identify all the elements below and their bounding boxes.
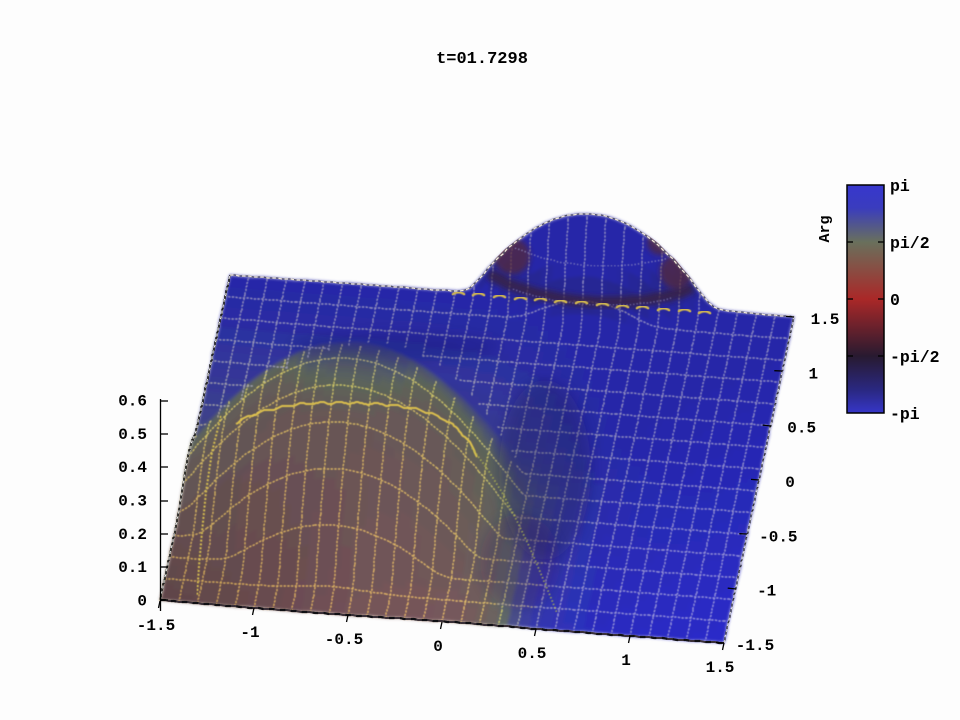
svg-text:-1.5: -1.5	[736, 637, 774, 655]
svg-text:0.2: 0.2	[118, 526, 147, 544]
svg-text:1.5: 1.5	[706, 659, 735, 677]
svg-text:1: 1	[621, 652, 631, 670]
svg-text:-pi/2: -pi/2	[890, 348, 940, 367]
svg-text:-0.5: -0.5	[759, 528, 797, 546]
svg-text:pi/2: pi/2	[890, 234, 930, 253]
svg-text:0: 0	[433, 638, 443, 656]
svg-text:0.1: 0.1	[118, 559, 147, 577]
svg-text:-1: -1	[757, 583, 776, 601]
svg-text:Arg: Arg	[817, 215, 834, 242]
svg-text:1.5: 1.5	[811, 311, 840, 329]
svg-text:pi: pi	[890, 177, 910, 196]
svg-text:-1: -1	[240, 624, 259, 642]
svg-text:0.5: 0.5	[118, 426, 147, 444]
svg-text:0.4: 0.4	[118, 459, 147, 477]
svg-text:-pi: -pi	[890, 405, 920, 424]
svg-text:0.5: 0.5	[787, 420, 816, 438]
svg-text:0: 0	[785, 474, 795, 492]
svg-text:t=01.7298: t=01.7298	[436, 50, 528, 69]
svg-text:1: 1	[809, 365, 819, 383]
svg-text:0.6: 0.6	[118, 393, 147, 411]
svg-text:-1.5: -1.5	[137, 617, 175, 635]
svg-text:-0.5: -0.5	[325, 631, 363, 649]
svg-text:0: 0	[137, 593, 147, 611]
svg-text:0.3: 0.3	[118, 493, 147, 511]
svg-text:0.5: 0.5	[518, 645, 547, 663]
svg-text:0: 0	[890, 291, 900, 310]
